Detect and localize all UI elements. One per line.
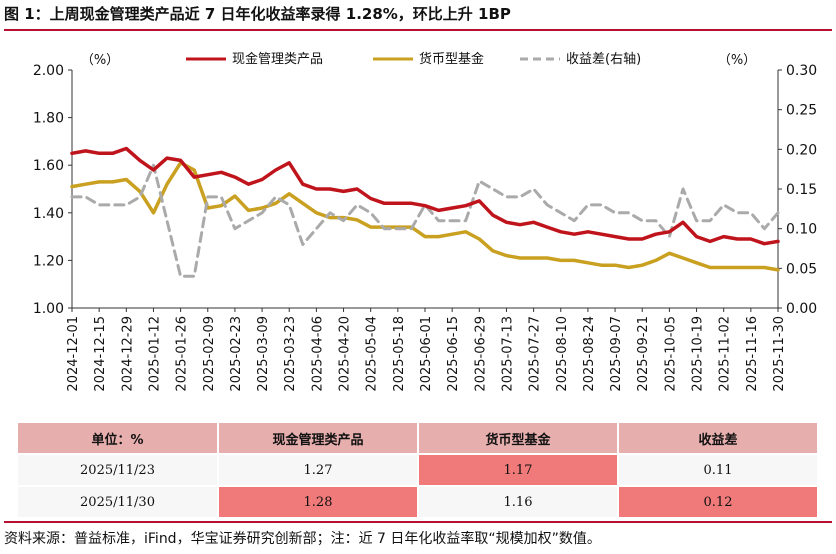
right-tick-label: 0.15 [786, 182, 817, 198]
x-tick-label: 2025-05-04 [365, 316, 380, 392]
line-chart: （%） （%） 现金管理类产品 货币型基金 收益差(右轴) 2.00 1.80 1.… [33, 51, 817, 392]
x-tick-label: 2025-10-19 [691, 316, 706, 392]
x-tick-label: 2025-01-12 [147, 316, 162, 392]
legend: 现金管理类产品 货币型基金 收益差(右轴) [186, 51, 641, 67]
x-tick-label: 2025-07-27 [528, 316, 543, 392]
title-divider [4, 29, 832, 31]
x-tick-label: 2024-12-29 [120, 316, 135, 392]
x-tick-label: 2025-06-29 [473, 316, 488, 392]
x-tick-label: 2025-03-09 [256, 316, 271, 392]
cell-mmf: 1.16 [418, 486, 619, 519]
right-tick-label: 0.25 [786, 103, 817, 119]
x-tick-label: 2025-02-09 [202, 316, 217, 392]
series-line-spread [70, 163, 780, 278]
header-unit: 单位：% [18, 423, 219, 455]
legend-label-mmf: 货币型基金 [419, 51, 484, 67]
x-tick-label: 2025-06-15 [446, 316, 461, 392]
x-tick-label: 2025-06-01 [419, 316, 434, 392]
left-tick-label: 1.40 [33, 206, 64, 222]
left-tick-label: 1.00 [33, 301, 64, 317]
right-tick-label: 0.05 [786, 261, 817, 277]
cell-spread: 0.11 [618, 454, 819, 487]
cell-spread: 0.12 [618, 486, 819, 519]
x-tick-label: 2024-12-01 [66, 316, 81, 392]
series-layer [70, 146, 780, 278]
cell-mmf: 1.17 [418, 454, 619, 487]
row-date: 2025/11/30 [18, 486, 219, 519]
legend-label-cash: 现金管理类产品 [232, 51, 323, 67]
header-spread: 收益差 [618, 423, 819, 455]
x-tick-label: 2025-08-10 [555, 316, 570, 392]
x-tick-label: 2025-09-21 [636, 316, 651, 392]
summary-table: 单位：% 现金管理类产品 货币型基金 收益差 2025/11/23 1.27 1… [18, 423, 819, 519]
x-tick-label: 2025-02-23 [229, 316, 244, 392]
source-note: 资料来源：普益标准，iFind，华宝证券研究创新部；注：近 7 日年化收益率取“… [4, 531, 601, 547]
series-line-cash [70, 146, 780, 246]
figure-title: 图 1：上周现金管理类产品近 7 日年化收益率录得 1.28%，环比上升 1BP [4, 5, 511, 23]
x-tick-label: 2025-11-16 [745, 316, 760, 392]
x-tick-label: 2025-01-26 [175, 316, 190, 392]
x-tick-label: 2025-08-24 [582, 316, 597, 392]
left-tick-label: 1.80 [33, 111, 64, 127]
x-tick-label: 2025-11-30 [772, 316, 787, 392]
left-axis-unit: （%） [81, 53, 119, 68]
table-row: 2025/11/30 1.28 1.16 0.12 [18, 486, 819, 519]
header-mmf: 货币型基金 [418, 423, 619, 455]
right-tick-label: 0.30 [786, 63, 817, 79]
x-tick-label: 2025-05-18 [392, 316, 407, 392]
x-tick-label: 2025-10-05 [663, 316, 678, 392]
x-tick-label: 2024-12-15 [93, 316, 108, 392]
x-tick-label: 2025-09-07 [609, 316, 624, 392]
x-tick-label: 2025-04-06 [310, 316, 325, 392]
left-tick-label: 1.20 [33, 253, 64, 269]
x-tick-label: 2025-03-23 [283, 316, 298, 392]
right-tick-label: 0.20 [786, 142, 817, 158]
table-row: 2025/11/23 1.27 1.17 0.11 [18, 454, 819, 487]
legend-label-spread: 收益差(右轴) [566, 52, 641, 67]
left-tick-label: 2.00 [33, 63, 64, 79]
table-header-row: 单位：% 现金管理类产品 货币型基金 收益差 [18, 423, 819, 455]
x-tick-label: 2025-07-13 [500, 316, 515, 392]
row-date: 2025/11/23 [18, 454, 219, 487]
cell-cash: 1.27 [218, 454, 419, 487]
right-axis-unit: （%） [718, 53, 756, 68]
series-line-mmf [70, 161, 780, 272]
right-tick-label: 0.10 [786, 222, 817, 238]
right-tick-label: 0.00 [786, 301, 817, 317]
left-tick-label: 1.60 [33, 158, 64, 174]
header-cash: 现金管理类产品 [218, 423, 419, 455]
axes: 2.00 1.80 1.60 1.40 1.20 1.00 0.30 0.25 0.20 0.15… [33, 63, 817, 392]
cell-cash: 1.28 [218, 486, 419, 519]
x-tick-label: 2025-11-02 [718, 316, 733, 392]
source-divider [4, 521, 832, 523]
x-tick-label: 2025-04-20 [338, 316, 353, 392]
